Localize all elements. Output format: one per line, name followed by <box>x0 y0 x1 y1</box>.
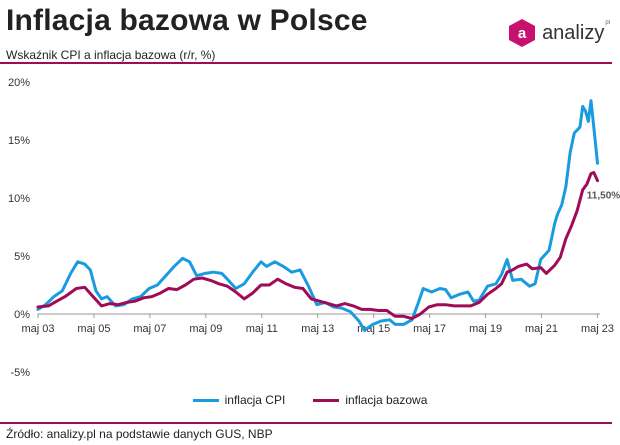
svg-text:a: a <box>518 25 527 42</box>
data-label-last-core: 11,50% <box>587 191 620 202</box>
series-line-cpi <box>36 99 599 332</box>
logo-text: analizy <box>542 21 605 44</box>
logo-sup: pl <box>605 20 610 26</box>
y-tick-label: 0% <box>14 309 30 321</box>
analizy-logo-icon: a <box>509 19 536 47</box>
series-line-core <box>36 171 599 321</box>
x-tick-label: maj 23 <box>581 323 614 335</box>
y-tick-label: 15% <box>8 135 30 147</box>
y-tick-label: -5% <box>10 367 30 379</box>
y-tick-label: 10% <box>8 193 30 205</box>
footer-divider <box>0 422 612 424</box>
chart-legend: inflacja CPI inflacja bazowa <box>0 393 620 407</box>
page-title: Inflacja bazowa w Polsce <box>6 4 368 37</box>
x-tick-label: maj 13 <box>301 323 334 335</box>
x-tick-label: maj 05 <box>77 323 110 335</box>
x-tick-label: maj 11 <box>246 323 278 335</box>
legend-label-cpi: inflacja CPI <box>224 393 286 407</box>
legend-swatch-cpi <box>192 398 219 402</box>
x-tick-label: maj 09 <box>189 323 222 335</box>
y-tick-label: 5% <box>14 251 30 263</box>
legend-label-core: inflacja bazowa <box>345 393 428 407</box>
y-tick-label: 20% <box>8 77 30 89</box>
x-tick-label: maj 21 <box>525 323 558 335</box>
legend-swatch-core <box>313 398 340 402</box>
header-divider <box>0 62 612 64</box>
x-tick-label: maj 07 <box>133 323 166 335</box>
x-tick-label: maj 03 <box>21 323 54 335</box>
legend-item-core: inflacja bazowa <box>313 393 427 407</box>
chart-subtitle: Wskaźnik CPI a inflacja bazowa (r/r, %) <box>6 48 216 62</box>
line-chart: -5% 0% 5% 10% 15% 20% maj 03 maj 05 maj 07 maj 09… <box>8 77 620 379</box>
brand-logo: a analizy pl <box>508 16 610 50</box>
legend-item-cpi: inflacja CPI <box>192 393 286 407</box>
x-tick-label: maj 19 <box>469 323 502 335</box>
x-tick-label: maj 17 <box>413 323 446 335</box>
source-note: Źródło: analizy.pl na podstawie danych G… <box>6 427 273 441</box>
x-tick-label: maj 15 <box>357 323 390 335</box>
